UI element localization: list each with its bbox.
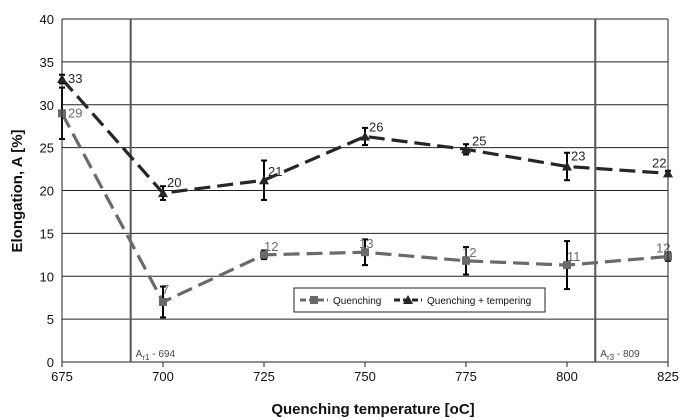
legend-swatch-marker <box>403 295 413 304</box>
data-label: 12 <box>656 241 670 256</box>
y-tick-label: 15 <box>40 226 54 241</box>
legend: Quenching Quenching + tempering <box>293 287 546 313</box>
data-label: 33 <box>68 71 82 86</box>
data-label: 11 <box>567 249 581 264</box>
y-tick-label: 10 <box>40 269 54 284</box>
y-tick-label: 35 <box>40 55 54 70</box>
y-tick-label: 20 <box>40 184 54 199</box>
data-label: 25 <box>472 133 486 148</box>
data-point <box>259 175 269 185</box>
data-point <box>462 256 470 265</box>
data-labels: 29 7 12 13 12 11 12 33 20 21 26 25 23 22 <box>68 71 670 297</box>
legend-label: Quenching + tempering <box>427 296 531 307</box>
data-label: 26 <box>369 119 383 134</box>
data-point <box>159 297 167 306</box>
data-point <box>461 144 471 154</box>
data-label: 29 <box>68 105 82 120</box>
legend-box <box>293 287 546 313</box>
reference-line-label: Ar1 - 694 <box>136 349 176 362</box>
x-tick-label: 750 <box>354 369 376 384</box>
reference-lines: Ar1 - 694 Ar3 - 809 <box>129 19 640 362</box>
data-point <box>562 161 572 171</box>
series-group <box>57 73 673 319</box>
data-point <box>360 131 370 141</box>
x-axis-title: Quenching temperature [oC] <box>271 401 474 418</box>
y-axis-title: Elongation, A [%] <box>9 129 26 252</box>
y-tick-label: 25 <box>40 141 54 156</box>
x-tick-label: 675 <box>51 369 73 384</box>
y-tick-label: 0 <box>47 355 54 370</box>
data-point <box>361 248 369 257</box>
reference-line-label: Ar3 - 809 <box>600 349 640 362</box>
data-label: 22 <box>652 155 666 170</box>
x-tick-label: 775 <box>455 369 477 384</box>
data-label: 21 <box>268 164 282 179</box>
data-point <box>260 250 268 259</box>
legend-swatch-marker <box>310 296 318 304</box>
data-label: 7 <box>162 282 169 297</box>
x-tick-label: 800 <box>556 369 578 384</box>
data-label: 23 <box>571 148 585 163</box>
y-tick-label: 40 <box>40 12 54 27</box>
x-tick-label: 725 <box>253 369 275 384</box>
y-tick-label: 30 <box>40 98 54 113</box>
legend-label: Quenching <box>333 296 381 307</box>
y-tick-label: 5 <box>47 312 54 327</box>
data-label: 20 <box>167 175 181 190</box>
x-tick-label: 825 <box>657 369 679 384</box>
data-label: 13 <box>359 236 373 251</box>
data-label: 12 <box>462 245 476 260</box>
data-point <box>158 188 168 198</box>
data-label: 12 <box>264 239 278 254</box>
x-tick-label: 700 <box>152 369 174 384</box>
data-point <box>563 261 571 270</box>
